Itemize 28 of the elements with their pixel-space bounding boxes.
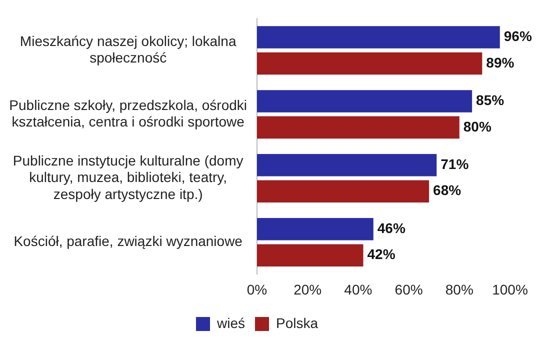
bar (257, 90, 472, 112)
legend-label: Polska (276, 314, 318, 331)
x-tick-label: 40% (344, 281, 372, 298)
legend-label: wieś (216, 314, 245, 331)
x-tick-label: 60% (394, 281, 423, 298)
y-tick-label: Mieszkańcy naszej okolicy; lokalna społeczność (20, 32, 236, 66)
y-tick-label: Publiczne instytucje kulturalne (domy kultury, muzea, biblioteki, teatry, zespoły artystyczne itp.) (12, 152, 244, 202)
data-label: 85% (476, 92, 505, 108)
bar (257, 52, 482, 75)
bar (257, 26, 500, 48)
bar (257, 180, 430, 203)
bar (257, 218, 374, 240)
data-label: 89% (486, 54, 515, 70)
x-tick-label: 20% (294, 281, 322, 298)
bar (257, 116, 460, 139)
bar (257, 154, 437, 176)
y-tick-label: Publiczne szkoły, przedszkola, ośrodki kształcenia, centra i ośrodki sportowe (9, 96, 247, 130)
data-label: 46% (377, 220, 406, 236)
x-tick-label: 80% (445, 281, 474, 298)
bar (257, 244, 364, 266)
data-label: 42% (367, 246, 396, 262)
data-label: 68% (433, 182, 462, 198)
data-label: 80% (463, 118, 492, 134)
x-tick-label: 100% (492, 281, 528, 298)
data-label: 96% (504, 28, 532, 44)
data-label: 71% (440, 156, 470, 172)
x-tick-label: 0% (246, 281, 268, 298)
y-tick-label: Kościół, parafie, związki wyznaniowe (14, 233, 243, 250)
